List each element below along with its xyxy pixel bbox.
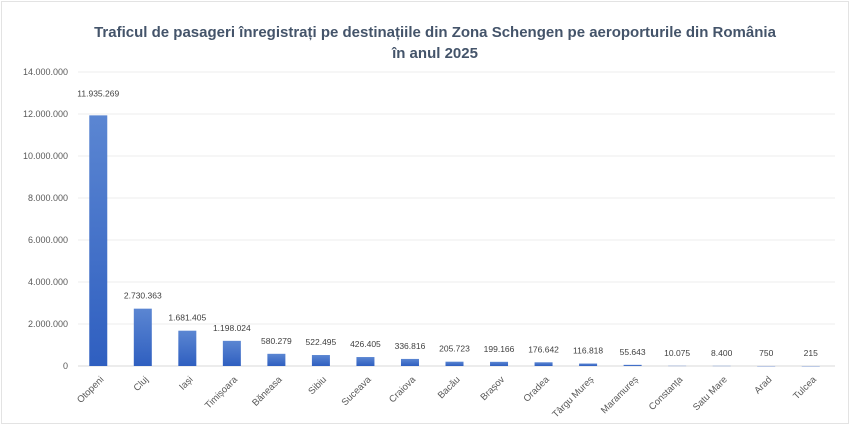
y-tick-label: 6.000.000 (28, 235, 68, 245)
data-label: 1.681.405 (168, 313, 206, 323)
data-label: 580.279 (261, 336, 292, 346)
bar-Târgu Mureș (579, 363, 598, 366)
y-tick-label: 12.000.000 (23, 109, 68, 119)
x-tick-label: Suceava (340, 374, 374, 408)
y-tick-label: 14.000.000 (23, 67, 68, 77)
x-tick-label: Brașov (478, 374, 507, 403)
y-tick-label: 0 (63, 361, 68, 371)
data-label: 522.495 (306, 337, 337, 347)
x-tick-label: Tulcea (791, 374, 819, 402)
bar-Sibiu (311, 355, 330, 366)
data-label: 199.166 (484, 344, 515, 354)
data-label: 336.816 (395, 341, 426, 351)
x-tick-label: Bacău (436, 374, 463, 401)
data-label: 750 (759, 348, 773, 358)
bar-Craiova (400, 358, 419, 366)
data-label: 10.075 (664, 348, 690, 358)
data-label: 2.730.363 (124, 291, 162, 301)
bar-Timișoara (222, 340, 241, 366)
x-tick-label: Timișoara (203, 374, 241, 412)
x-tick-label: Craiova (387, 374, 418, 405)
bar-Maramureș (623, 364, 642, 366)
x-tick-label: Oradea (521, 374, 552, 405)
x-tick-label: Constanța (647, 374, 686, 413)
chart-title: Traficul de pasageri înregistrați pe des… (0, 22, 850, 64)
y-tick-label: 10.000.000 (23, 151, 68, 161)
x-tick-label: Sibiu (306, 374, 329, 397)
y-tick-label: 4.000.000 (28, 277, 68, 287)
data-label: 11.935.269 (77, 88, 119, 98)
bar-Oradea (534, 362, 553, 366)
y-tick-label: 8.000.000 (28, 193, 68, 203)
bar-Cluj (133, 308, 152, 366)
x-tick-label: Arad (752, 374, 774, 396)
x-tick-label: Cluj (132, 374, 151, 393)
x-tick-label: Târgu Mureș (550, 374, 596, 420)
bar-Iași (178, 330, 197, 366)
bar-Otopeni (89, 115, 108, 367)
data-label: 1.198.024 (213, 323, 251, 333)
data-label: 176.642 (528, 344, 559, 354)
bar-Bacău (445, 361, 464, 366)
x-tick-label: Băneasa (250, 374, 285, 409)
bar-Suceava (356, 357, 375, 366)
y-tick-label: 2.000.000 (28, 319, 68, 329)
data-label: 215 (804, 348, 818, 358)
data-label: 8.400 (711, 348, 733, 358)
data-label: 116.818 (573, 346, 603, 356)
x-tick-label: Iași (177, 374, 195, 392)
data-label: 55.643 (620, 347, 646, 357)
bar-Brașov (490, 361, 509, 366)
chart-title-line1: Traficul de pasageri înregistrați pe des… (94, 24, 776, 41)
chart-title-line2: în anul 2025 (392, 45, 478, 62)
x-tick-label: Otopeni (75, 374, 106, 405)
bar-Băneasa (267, 353, 286, 366)
data-label: 426.405 (350, 339, 381, 349)
x-tick-label: Maramureș (599, 374, 641, 416)
x-tick-label: Satu Mare (691, 374, 730, 413)
data-label: 205.723 (439, 344, 470, 354)
